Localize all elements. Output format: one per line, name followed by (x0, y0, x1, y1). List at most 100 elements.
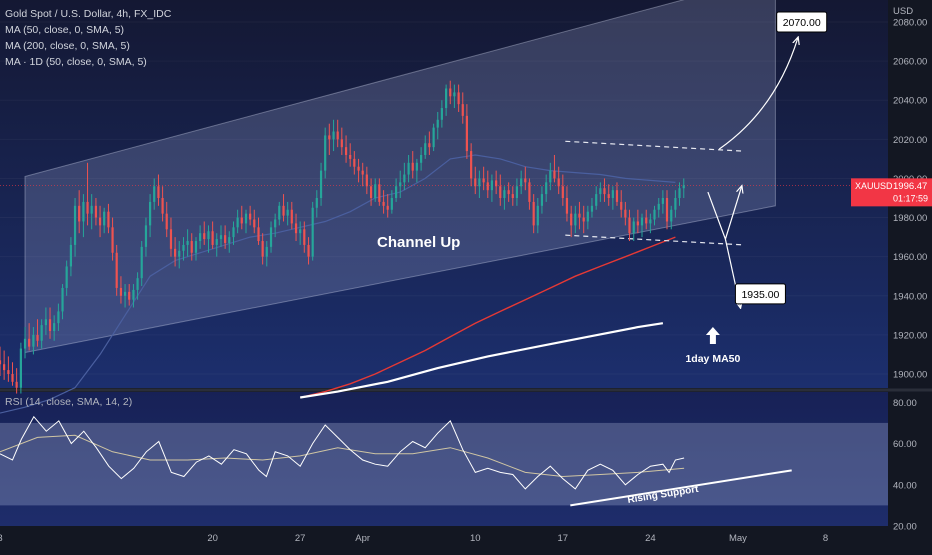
candle-bearish[interactable] (428, 143, 431, 148)
candle-bearish[interactable] (465, 115, 468, 152)
candle-bullish[interactable] (40, 325, 43, 341)
candle-bearish[interactable] (474, 178, 477, 187)
candle-bearish[interactable] (344, 147, 348, 155)
candle-bearish[interactable] (524, 178, 527, 183)
candle-bearish[interactable] (111, 227, 114, 253)
candle-bearish[interactable] (157, 186, 160, 198)
candle-bullish[interactable] (440, 108, 443, 120)
candle-bullish[interactable] (590, 205, 594, 212)
last-price-badge[interactable] (851, 178, 932, 207)
candle-bullish[interactable] (678, 188, 681, 198)
ma50-daily-line[interactable] (300, 322, 664, 399)
candle-bullish[interactable] (123, 291, 127, 296)
candle-bullish[interactable] (299, 229, 302, 234)
candle-bearish[interactable] (628, 217, 631, 234)
candle-bearish[interactable] (382, 201, 385, 206)
candle-bullish[interactable] (244, 213, 248, 224)
wedge-upper-line[interactable] (565, 140, 742, 152)
candle-bullish[interactable] (194, 241, 198, 253)
candle-bullish[interactable] (432, 127, 435, 148)
candle-bullish[interactable] (269, 227, 273, 247)
candle-bearish[interactable] (528, 182, 531, 202)
candle-bearish[interactable] (119, 287, 123, 296)
candle-bullish[interactable] (140, 246, 143, 279)
candle-bearish[interactable] (361, 170, 364, 175)
candle-bearish[interactable] (190, 241, 193, 253)
candle-bearish[interactable] (511, 194, 514, 198)
candle-bearish[interactable] (161, 198, 164, 214)
candle-bearish[interactable] (565, 198, 569, 214)
candle-bullish[interactable] (415, 162, 418, 171)
candle-bearish[interactable] (365, 174, 368, 187)
candle-bearish[interactable] (561, 186, 564, 198)
candle-bearish[interactable] (553, 170, 556, 179)
candle-bullish[interactable] (32, 334, 35, 347)
candle-bearish[interactable] (94, 205, 98, 218)
candle-bullish[interactable] (57, 311, 60, 324)
candle-bullish[interactable] (424, 143, 427, 155)
candle-bullish[interactable] (611, 190, 614, 198)
wedge-lower-line[interactable] (565, 234, 745, 246)
candle-bullish[interactable] (436, 119, 439, 128)
candle-bearish[interactable] (86, 201, 89, 214)
candle-bullish[interactable] (236, 217, 239, 228)
candle-bullish[interactable] (136, 278, 139, 290)
candle-bearish[interactable] (532, 201, 535, 226)
rsi-indicator-label[interactable]: RSI (14, close, SMA, 14, 2) (5, 396, 133, 408)
candle-bullish[interactable] (219, 235, 223, 240)
candle-bearish[interactable] (357, 166, 360, 171)
indicator-ma50-daily[interactable]: MA · 1D (50, close, 0, SMA, 5) (5, 56, 147, 68)
candle-bearish[interactable] (3, 364, 6, 371)
candle-bullish[interactable] (232, 227, 235, 238)
candle-bearish[interactable] (486, 182, 489, 191)
candle-bullish[interactable] (374, 184, 377, 198)
candle-bearish[interactable] (620, 201, 623, 210)
candle-bearish[interactable] (240, 217, 243, 224)
candle-bullish[interactable] (599, 188, 602, 195)
candle-bullish[interactable] (478, 178, 481, 187)
candle-bearish[interactable] (378, 184, 381, 202)
candle-bearish[interactable] (582, 217, 585, 222)
candle-bullish[interactable] (503, 190, 506, 198)
candle-bearish[interactable] (11, 374, 14, 382)
candle-bullish[interactable] (73, 205, 77, 245)
candle-bearish[interactable] (336, 131, 339, 140)
candle-bullish[interactable] (420, 154, 423, 163)
candle-bullish[interactable] (407, 162, 410, 175)
ma50-4h-line[interactable] (0, 154, 676, 414)
candle-bullish[interactable] (536, 205, 539, 226)
candle-bullish[interactable] (453, 92, 456, 97)
candle-bearish[interactable] (340, 139, 343, 148)
candle-bearish[interactable] (636, 221, 639, 226)
candle-bullish[interactable] (23, 338, 27, 349)
candle-bullish[interactable] (90, 205, 93, 214)
candle-bullish[interactable] (103, 211, 106, 226)
candle-bearish[interactable] (665, 198, 669, 222)
candle-bearish[interactable] (15, 381, 18, 388)
candle-bearish[interactable] (457, 92, 460, 105)
rsi-pane-background[interactable] (0, 392, 888, 526)
candle-bullish[interactable] (324, 135, 327, 171)
candle-bullish[interactable] (332, 131, 335, 140)
candle-bullish[interactable] (265, 246, 268, 257)
price-pane-background[interactable] (0, 0, 888, 388)
candle-bullish[interactable] (632, 221, 635, 234)
candle-bearish[interactable] (257, 227, 260, 242)
candle-bearish[interactable] (449, 88, 452, 97)
candle-bullish[interactable] (515, 186, 519, 198)
candle-bearish[interactable] (7, 370, 10, 374)
candle-bearish[interactable] (461, 104, 464, 116)
indicator-ma50[interactable]: MA (50, close, 0, SMA, 5) (5, 24, 125, 36)
candle-bullish[interactable] (153, 186, 156, 202)
candle-bearish[interactable] (173, 248, 177, 257)
candle-bearish[interactable] (645, 217, 648, 224)
candle-bullish[interactable] (274, 219, 277, 228)
candle-bearish[interactable] (261, 241, 264, 257)
candle-bullish[interactable] (657, 203, 660, 210)
candle-bullish[interactable] (445, 88, 448, 109)
rsi-ma-line[interactable] (0, 434, 685, 478)
candle-bearish[interactable] (203, 233, 206, 240)
candle-bullish[interactable] (315, 198, 318, 208)
candle-bullish[interactable] (311, 207, 314, 257)
